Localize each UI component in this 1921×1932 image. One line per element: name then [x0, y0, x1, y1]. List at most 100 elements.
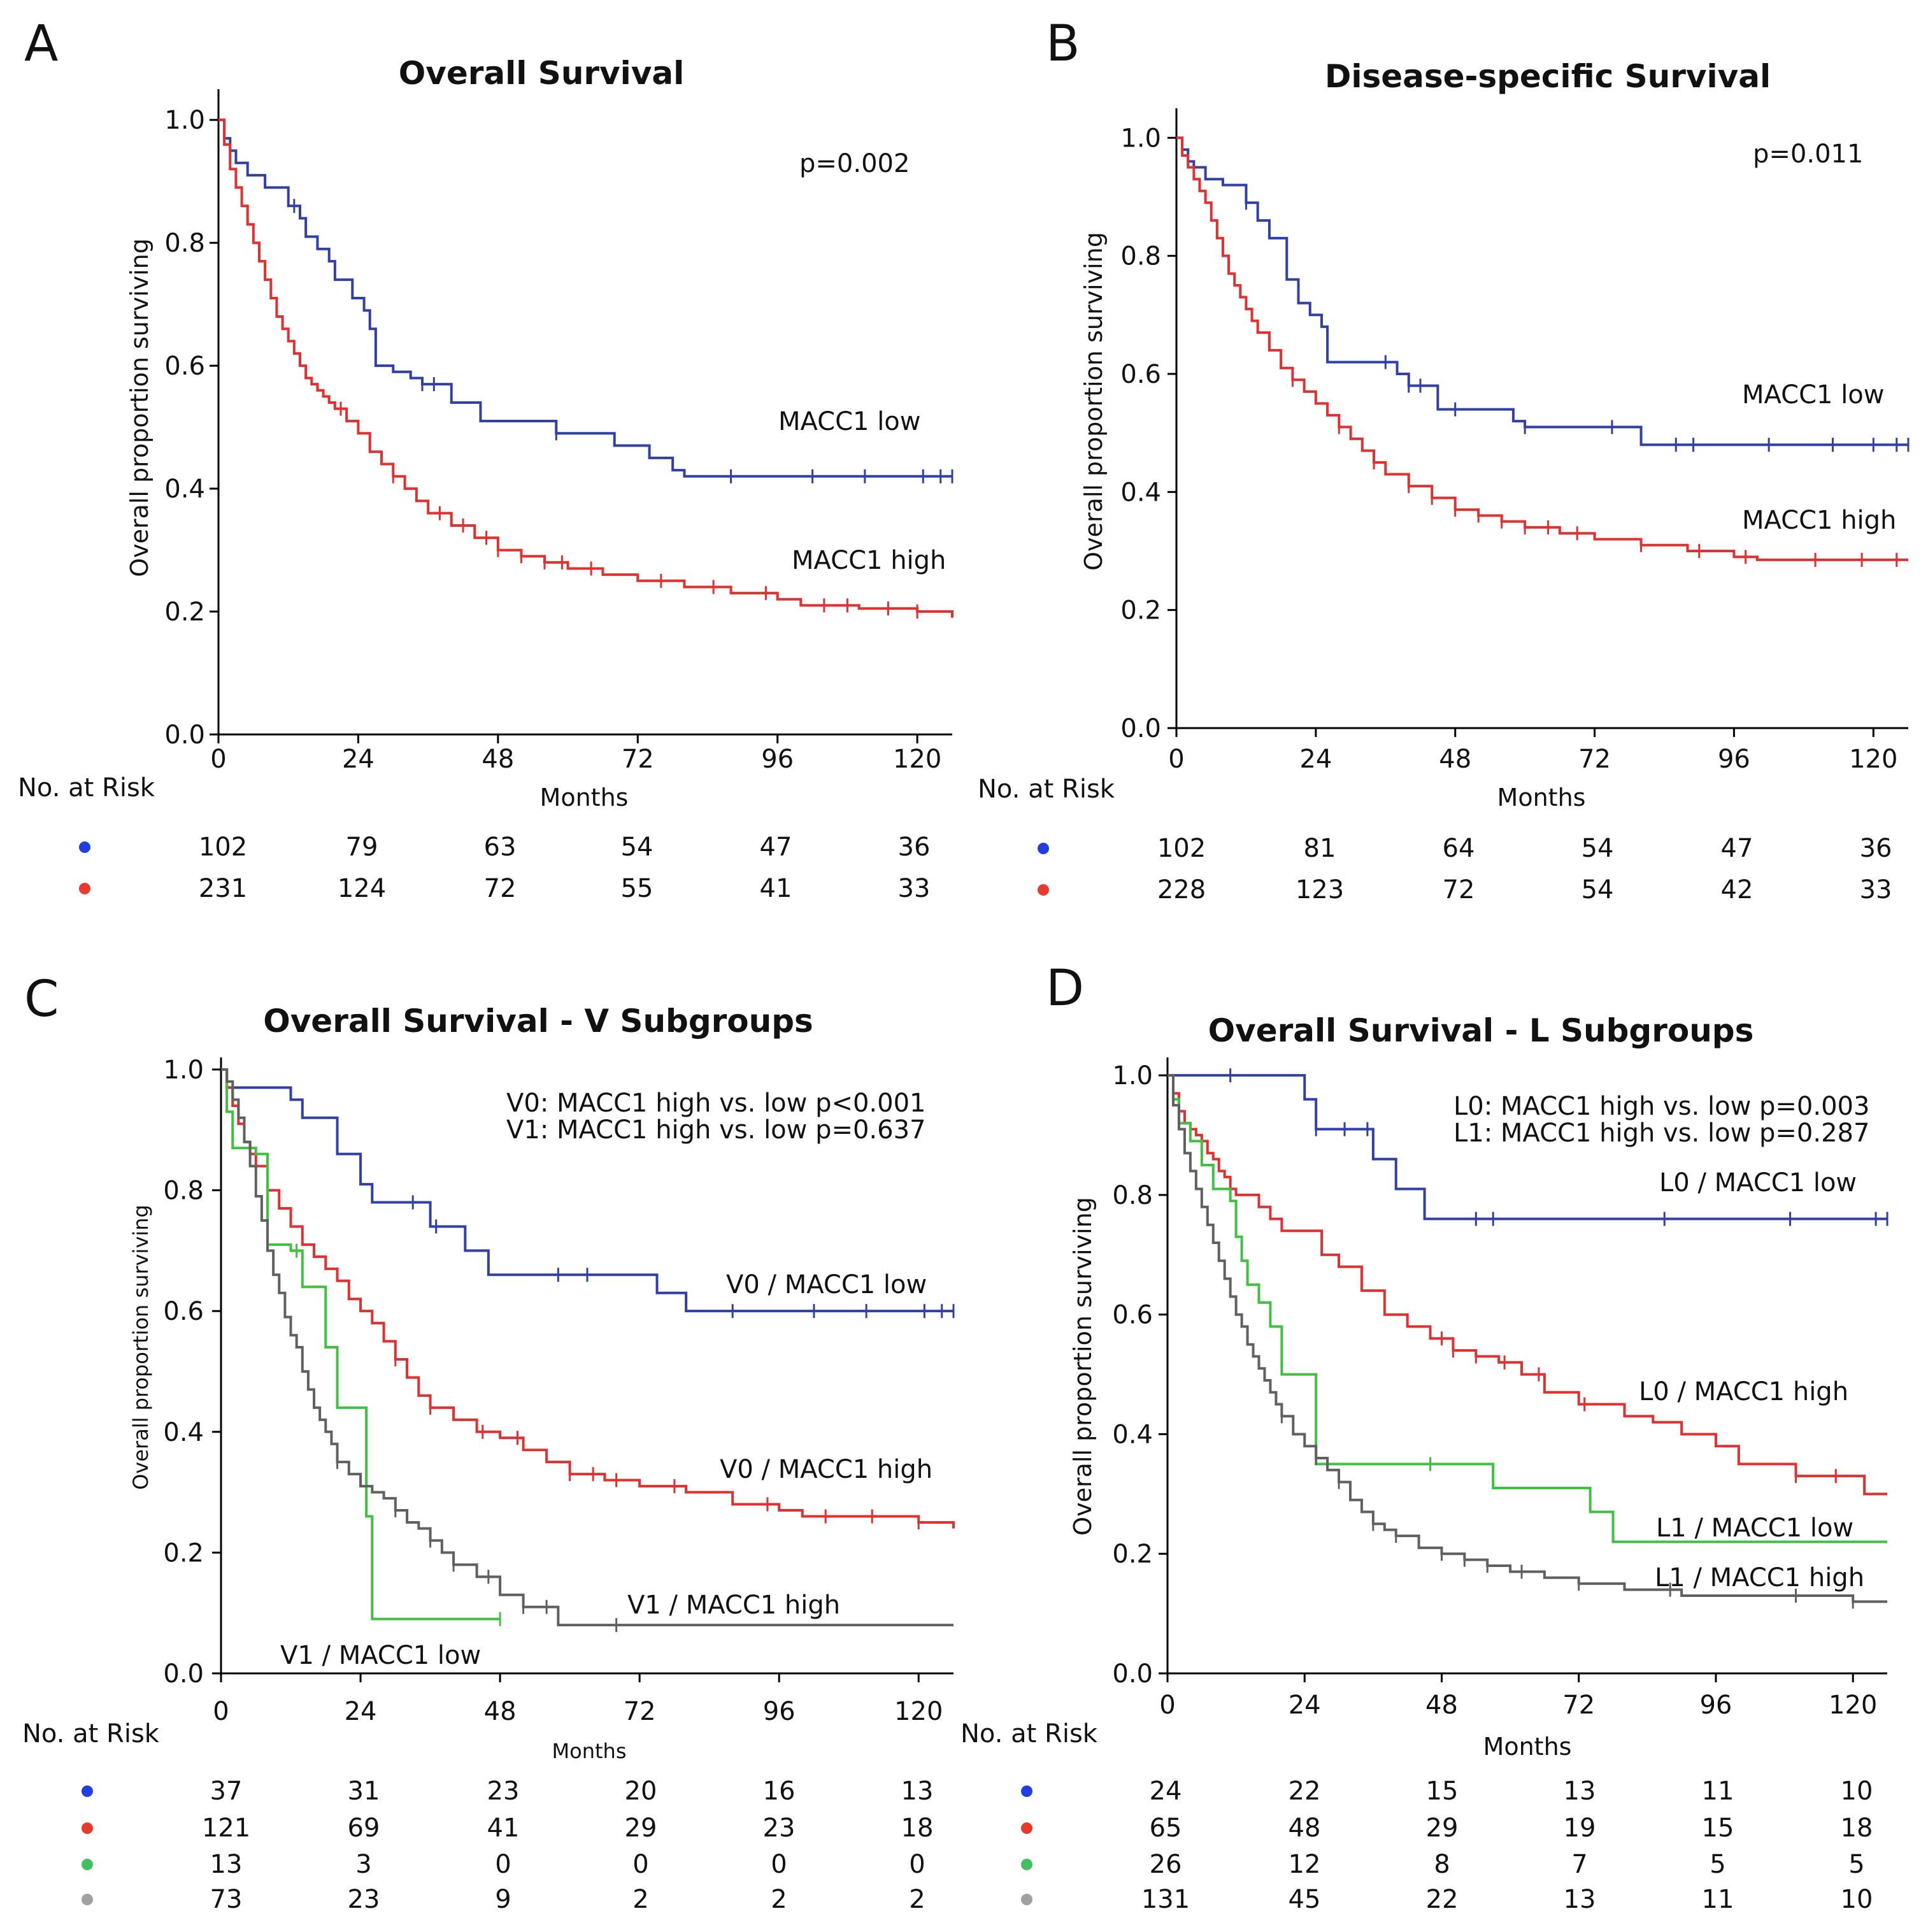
- x-tick-label: 120: [1829, 1691, 1877, 1720]
- x-tick-label: 120: [1849, 745, 1897, 774]
- group-label-v1-high: V1 / MACC1 high: [627, 1591, 840, 1620]
- risk-row-marker: [79, 841, 90, 853]
- risk-row-marker: [1021, 1859, 1032, 1870]
- annotation-l1: L1: MACC1 high vs. low p=0.287: [1453, 1119, 1869, 1148]
- plot-area: 0 24 48 72 96 120 0.0 0.2 0.4 0.6 0.8 1.0: [164, 89, 953, 774]
- chart-title: Disease-specific Survival: [1325, 58, 1771, 95]
- x-tick-label: 72: [1562, 1691, 1595, 1720]
- risk-value: 69: [348, 1814, 380, 1843]
- y-axis-label: Overall proportion surviving: [125, 238, 154, 577]
- risk-row-marker: [82, 1894, 93, 1905]
- risk-value: 15: [1426, 1777, 1459, 1806]
- x-axis-label: Months: [540, 784, 629, 812]
- risk-value: 48: [1289, 1814, 1321, 1843]
- risk-value: 228: [1157, 875, 1206, 905]
- risk-value: 47: [1721, 834, 1753, 863]
- x-tick-label: 24: [1289, 1691, 1321, 1720]
- risk-value: 3: [355, 1850, 371, 1879]
- y-tick-label: 0.2: [1112, 1540, 1153, 1569]
- panel-c: C Overall Survival - V Subgroups Overall…: [22, 971, 955, 1914]
- risk-value: 5: [1710, 1850, 1725, 1879]
- plot-area: 0 24 48 72 96 120 0.0 0.2 0.4 0.6 0.8 1.0: [1120, 108, 1910, 774]
- risk-table-header: No. at Risk: [18, 773, 155, 803]
- risk-row-marker: [82, 1822, 93, 1834]
- x-axis-label: Months: [1483, 1733, 1572, 1761]
- x-tick-label: 0: [213, 1697, 229, 1726]
- risk-value: 36: [898, 833, 931, 862]
- risk-value: 79: [346, 833, 378, 862]
- risk-value: 42: [1721, 875, 1753, 905]
- risk-value: 0: [771, 1850, 787, 1879]
- risk-value: 31: [348, 1777, 380, 1806]
- risk-value: 64: [1443, 834, 1475, 863]
- risk-value: 81: [1304, 834, 1336, 863]
- x-tick-label: 72: [622, 745, 654, 774]
- risk-table-header: No. at Risk: [22, 1719, 160, 1749]
- y-tick-label: 0.4: [164, 475, 205, 504]
- risk-value: 131: [1141, 1885, 1190, 1914]
- x-tick-label: 24: [345, 1697, 377, 1726]
- risk-value: 16: [763, 1777, 796, 1806]
- y-tick-label: 0.6: [1120, 360, 1161, 389]
- y-tick-label: 0.6: [164, 352, 205, 381]
- x-tick-label: 0: [1159, 1691, 1175, 1720]
- risk-value: 5: [1848, 1850, 1864, 1879]
- x-tick-label: 72: [624, 1697, 656, 1726]
- group-label-macc1-high: MACC1 high: [1742, 506, 1896, 535]
- risk-value: 23: [348, 1885, 380, 1914]
- risk-value: 121: [202, 1814, 250, 1843]
- x-tick-label: 0: [1168, 745, 1184, 774]
- panel-a: A Overall Survival Overall proportion su…: [18, 15, 953, 903]
- risk-value: 33: [898, 874, 931, 903]
- risk-value: 18: [901, 1814, 934, 1843]
- risk-value: 13: [210, 1850, 243, 1879]
- risk-value: 7: [1571, 1850, 1587, 1879]
- group-label-v0-high: V0 / MACC1 high: [720, 1455, 932, 1484]
- risk-row-marker: [1021, 1785, 1032, 1797]
- risk-value: 26: [1150, 1850, 1182, 1879]
- risk-table: 102 81 64 54 47 36 228 123 72 54 42 33: [1038, 834, 1892, 905]
- x-tick-label: 96: [1718, 745, 1750, 774]
- y-tick-label: 0.8: [1112, 1181, 1153, 1210]
- risk-value: 0: [495, 1850, 511, 1879]
- risk-value: 8: [1434, 1850, 1450, 1879]
- y-tick-label: 0.2: [164, 597, 205, 627]
- risk-value: 23: [487, 1777, 520, 1806]
- curve-v1-macc1-low: [221, 1068, 501, 1621]
- x-axis-label: Months: [1497, 784, 1586, 812]
- plot-area: 0 24 48 72 96 120 0.0 0.2 0.4 0.6 0.8 1.0: [1112, 1057, 1889, 1720]
- y-tick-label: 0.8: [1120, 242, 1161, 271]
- x-tick-label: 48: [1439, 745, 1471, 774]
- y-tick-label: 0.8: [163, 1177, 204, 1206]
- risk-value: 29: [1426, 1814, 1459, 1843]
- risk-value: 2: [909, 1885, 925, 1914]
- y-tick-label: 0.6: [163, 1297, 204, 1326]
- group-label-macc1-low: MACC1 low: [778, 407, 921, 436]
- risk-value: 73: [210, 1885, 243, 1914]
- risk-row-marker: [82, 1859, 93, 1870]
- x-tick-label: 72: [1578, 745, 1611, 774]
- y-tick-label: 0.0: [163, 1659, 204, 1689]
- risk-row-marker: [79, 883, 90, 894]
- risk-value: 72: [1443, 875, 1475, 905]
- risk-value: 124: [338, 874, 386, 903]
- x-tick-label: 96: [763, 1697, 796, 1726]
- y-tick-label: 0.8: [164, 229, 205, 258]
- risk-value: 37: [210, 1777, 243, 1806]
- x-tick-label: 120: [894, 1697, 943, 1726]
- y-tick-label: 1.0: [1120, 124, 1161, 153]
- risk-table-header: No. at Risk: [961, 1719, 1098, 1749]
- risk-row-marker: [82, 1785, 93, 1797]
- chart-title: Overall Survival - L Subgroups: [1208, 1012, 1754, 1049]
- risk-value: 22: [1289, 1777, 1321, 1806]
- risk-value: 13: [1564, 1885, 1596, 1914]
- curve-v0-macc1-high: [221, 1068, 955, 1529]
- group-label-l1-low: L1 / MACC1 low: [1656, 1513, 1853, 1543]
- risk-row-marker: [1038, 884, 1049, 896]
- annotation-l0: L0: MACC1 high vs. low p=0.003: [1453, 1092, 1869, 1121]
- curve-l0-macc1-low: [1168, 1074, 1887, 1220]
- risk-value: 12: [1289, 1850, 1321, 1879]
- y-tick-label: 1.0: [1112, 1061, 1153, 1091]
- risk-value: 10: [1841, 1885, 1873, 1914]
